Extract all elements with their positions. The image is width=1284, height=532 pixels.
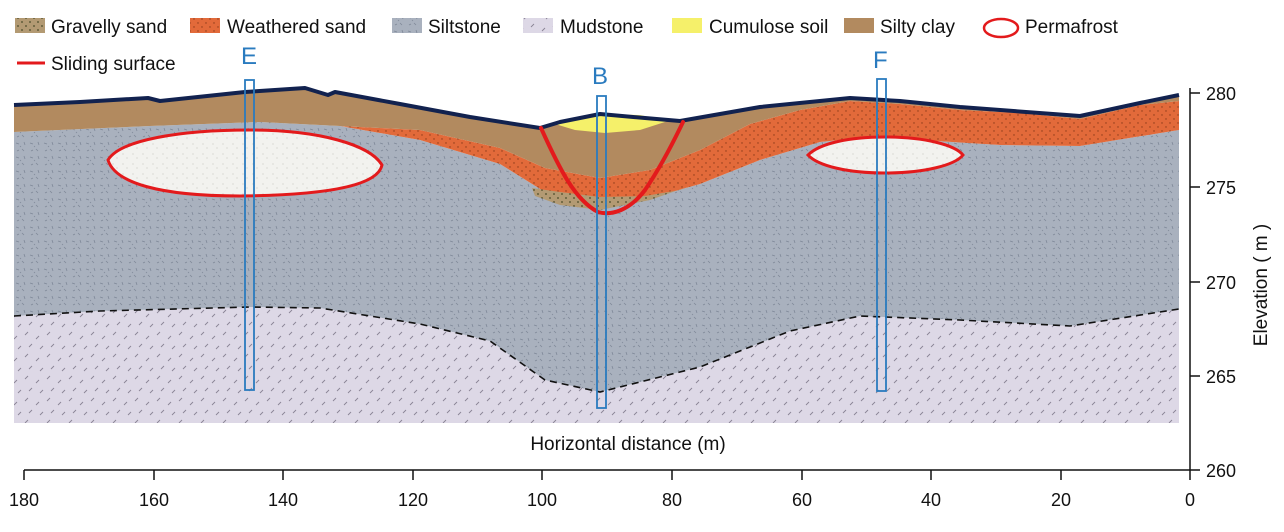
legend: Gravelly sand Weathered sand Siltstone M…: [15, 17, 1119, 75]
borehole-e: [244, 79, 255, 391]
x-axis-tick-labels: 180 160 140 120 100 80 60 40 20 0: [9, 490, 1195, 510]
x-tick-label: 160: [139, 490, 169, 510]
legend-item-mudstone: Mudstone: [523, 17, 643, 38]
legend-label: Permafrost: [1025, 17, 1119, 38]
legend-item-permafrost: Permafrost: [982, 17, 1119, 39]
gravelly-sand-layer: [532, 186, 690, 210]
x-tick-label: 20: [1051, 490, 1071, 510]
borehole-b: [596, 95, 607, 409]
permafrost-swatch: [982, 17, 1020, 39]
siltstone-swatch: [392, 18, 422, 33]
x-axis-title: Horizontal distance (m): [530, 434, 725, 455]
legend-item-cumulose-soil: Cumulose soil: [672, 17, 828, 38]
x-tick-label: 60: [792, 490, 812, 510]
ground-surface-line: [13, 86, 1180, 130]
weathered-sand-layer: [340, 101, 1179, 203]
weathered-sand-swatch: [190, 18, 220, 33]
legend-item-siltstone: Siltstone: [392, 17, 501, 38]
borehole-label-e: E: [241, 43, 257, 70]
legend-label: Cumulose soil: [709, 17, 828, 38]
silty-clay-swatch: [844, 18, 874, 33]
legend-item-weathered-sand: Weathered sand: [190, 17, 366, 38]
legend-label: Siltstone: [428, 17, 501, 38]
y-axis-title: Elevation ( m ): [1251, 224, 1272, 346]
legend-label: Weathered sand: [227, 17, 366, 38]
y-tick-label: 260: [1206, 461, 1236, 481]
gravelly-sand-swatch: [15, 18, 45, 33]
legend-item-silty-clay: Silty clay: [844, 17, 955, 38]
y-tick-label: 270: [1206, 273, 1236, 293]
y-axis-ticks: [1190, 92, 1200, 471]
x-tick-label: 140: [268, 490, 298, 510]
y-tick-label: 265: [1206, 367, 1236, 387]
legend-label: Silty clay: [880, 17, 955, 38]
legend-label: Gravelly sand: [51, 17, 167, 38]
legend-item-gravelly-sand: Gravelly sand: [15, 17, 167, 38]
x-tick-label: 100: [527, 490, 557, 510]
cumulose-soil-swatch: [672, 18, 702, 33]
borehole-label-f: F: [873, 47, 888, 74]
x-tick-label: 0: [1185, 490, 1195, 510]
x-axis: 180 160 140 120 100 80 60 40 20 0 Horizo…: [9, 434, 1195, 510]
legend-label: Sliding surface: [51, 54, 176, 75]
y-axis: 280 275 270 265 260 Elevation ( m ): [1189, 84, 1272, 481]
mudstone-swatch: [523, 18, 553, 33]
x-tick-label: 40: [921, 490, 941, 510]
x-axis-ticks: [23, 470, 1191, 480]
x-tick-label: 80: [662, 490, 682, 510]
borehole-label-b: B: [592, 63, 608, 90]
sliding-surface-line: [539, 120, 685, 216]
y-axis-tick-labels: 280 275 270 265 260: [1206, 84, 1236, 481]
legend-label: Mudstone: [560, 17, 643, 38]
x-tick-label: 120: [398, 490, 428, 510]
x-tick-label: 180: [9, 490, 39, 510]
boreholes: E B F: [241, 43, 888, 409]
mudstone-layer: [14, 307, 1179, 423]
y-tick-label: 275: [1206, 178, 1236, 198]
borehole-f: [876, 78, 887, 392]
y-tick-label: 280: [1206, 84, 1236, 104]
legend-item-sliding-surface: Sliding surface: [17, 54, 176, 75]
